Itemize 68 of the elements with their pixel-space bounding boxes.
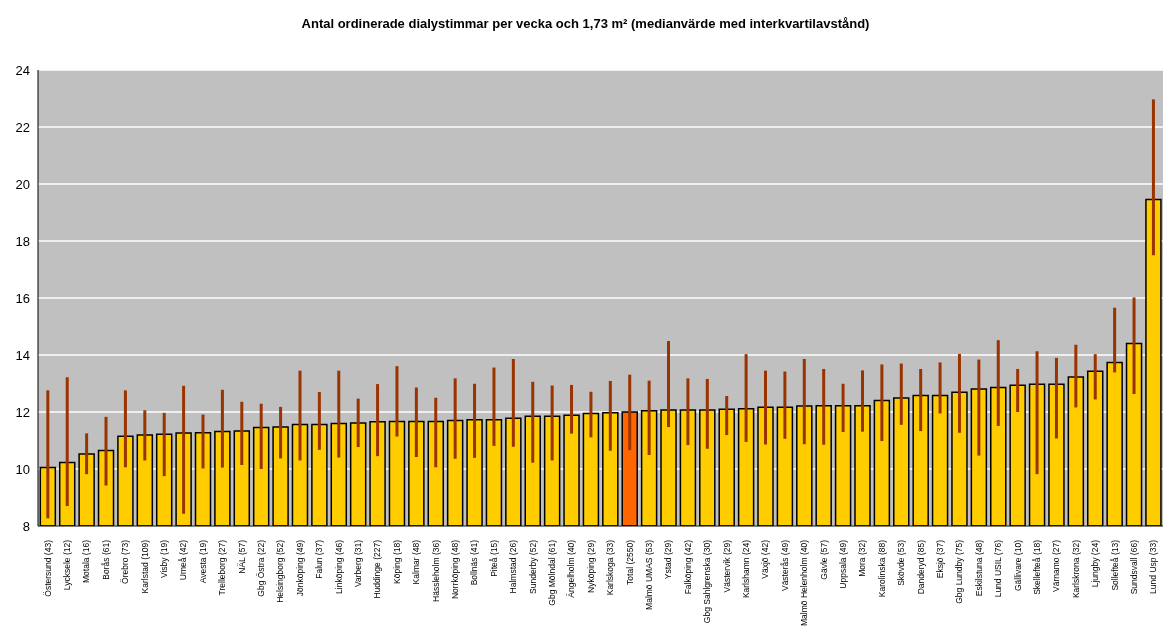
x-tick-label: Linköping (46): [333, 539, 344, 594]
x-tick-label: Varberg (31): [353, 539, 364, 588]
x-tick-label: Malmö UMAS (53): [643, 539, 654, 610]
x-tick-label: Eskilstuna (48): [973, 539, 984, 597]
y-tick-label: 16: [15, 290, 30, 306]
x-tick-label: Sundsvall (66): [1128, 539, 1139, 595]
x-tick-label: Karlstad (109): [139, 539, 150, 594]
x-tick-label: Ystad (29): [663, 539, 674, 580]
x-tick-label: Huddinge (227): [372, 539, 383, 599]
x-tick-label: Skellefteå (18): [1031, 539, 1042, 595]
y-tick-label: 12: [15, 404, 30, 420]
x-tick-label: Uppsala (49): [837, 539, 848, 589]
x-tick-label: Malmö Helenholm (40): [799, 539, 810, 626]
x-tick-label: Örebro (73): [120, 539, 131, 584]
x-tick-label: Nyköping (29): [585, 539, 596, 593]
x-tick-label: Falköping (42): [682, 539, 693, 595]
x-tick-label: Mora (32): [857, 539, 868, 577]
x-tick-label: Köping (18): [391, 539, 402, 584]
y-tick-label: 24: [15, 62, 30, 78]
y-tick-label: 18: [15, 233, 30, 249]
x-tick-label: Eksjö (37): [934, 539, 945, 579]
x-tick-label: Karlskrona (32): [1070, 539, 1081, 599]
x-tick-label: Gällivare (10): [1012, 539, 1023, 592]
x-tick-label: Piteå (15): [488, 539, 499, 577]
x-tick-label: Karlshamn (24): [740, 539, 751, 599]
x-tick-label: Kalmar (48): [411, 539, 422, 585]
x-tick-label: Östersund (43): [42, 539, 53, 597]
x-tick-label: Helsingborg (52): [275, 539, 286, 603]
x-tick-label: Västerås (49): [779, 539, 790, 592]
x-tick-label: Motala (16): [81, 539, 92, 583]
x-tick-label: Gbg Östra (22): [256, 539, 267, 597]
y-tick-label: 14: [15, 347, 30, 363]
x-tick-label: Borås (61): [100, 539, 111, 580]
x-tick-label: Hässleholm (36): [430, 539, 441, 602]
x-tick-label: Sollefteå (13): [1109, 539, 1120, 591]
x-tick-label: Västervik (29): [721, 539, 732, 593]
x-tick-label: Danderyd (85): [915, 539, 926, 595]
y-tick-label: 22: [15, 119, 30, 135]
x-tick-label: Växjö (42): [760, 539, 771, 579]
x-tick-label: Lund Usp (33): [1148, 539, 1159, 594]
y-tick-label: 10: [15, 461, 30, 477]
x-tick-label: Norrköping (48): [450, 539, 461, 600]
x-tick-label: Ljungby (24): [1090, 539, 1101, 588]
x-tick-label: Karolinska (88): [876, 539, 887, 598]
x-tick-label: Umeå (42): [178, 539, 189, 581]
x-tick-label: Gbg Mölndal (61): [547, 539, 558, 606]
x-tick-label: Lund USIL (76): [993, 539, 1004, 598]
x-tick-label: Bollnäs (41): [469, 539, 480, 586]
y-tick-label: 20: [15, 176, 30, 192]
x-tick-label: Total (2550): [624, 539, 635, 585]
x-tick-label: Ängelholm (40): [566, 539, 577, 598]
x-tick-label: Karlskoga (33): [605, 539, 616, 596]
x-tick-label: Visby (19): [159, 539, 170, 579]
y-tick-label: 8: [22, 518, 30, 534]
x-tick-label: Trelleborg (27): [217, 539, 228, 596]
x-tick-label: Halmstad (26): [508, 539, 519, 594]
chart-title: Antal ordinerade dialystimmar per vecka och 1,73 m² (medianvärde med interkvartilavstånd): [300, 15, 871, 33]
x-tick-label: Gbg Lundby (75): [954, 539, 965, 604]
x-tick-label: Avesta (19): [197, 539, 208, 584]
x-tick-label: Lycksele (12): [62, 539, 73, 591]
x-tick-label: Skövde (53): [896, 539, 907, 586]
x-tick-label: Falun (37): [314, 539, 325, 579]
x-tick-label: Gävle (57): [818, 539, 829, 580]
x-tick-label: NÄL (57): [236, 539, 247, 574]
x-tick-label: Sunderby (52): [527, 539, 538, 594]
x-tick-label: Värnamo (27): [1051, 539, 1062, 592]
x-tick-label: Jönköping (49): [294, 539, 305, 597]
x-tick-label: Gbg Sahlgrenska (30): [702, 539, 713, 624]
